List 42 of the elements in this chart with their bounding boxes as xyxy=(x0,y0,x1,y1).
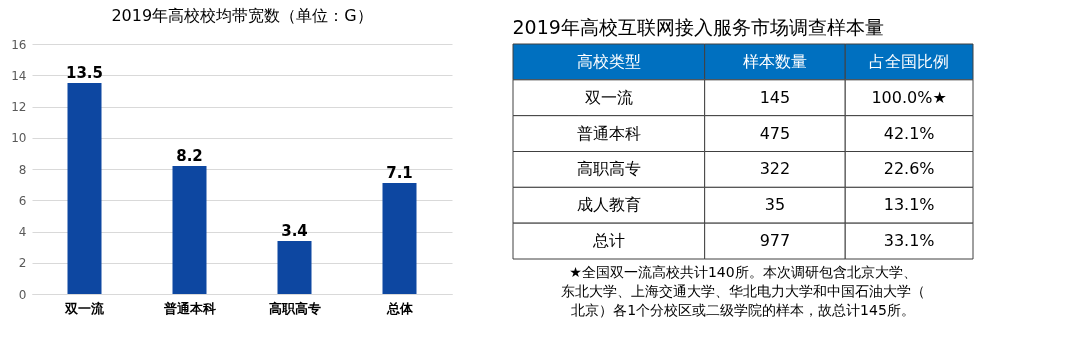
x-tick-label: 双一流 xyxy=(64,300,105,316)
data-label: 8.2 xyxy=(176,146,203,165)
text: ★全国双一流高校共计140所。本次调研包含北京大学、东北大学、上海交通大学、华北电力大学和中国石油大学（北京）各1个分校区或二级学院的样本，故总计145所。 xyxy=(561,264,925,318)
text: 2019年高校互联网接入服务市场调查样本量 xyxy=(512,15,884,38)
y-tick-label: 2 xyxy=(18,256,27,271)
y-tick-label: 4 xyxy=(18,225,27,239)
chart-title: 2019年高校校均带宽数（单位：G） xyxy=(111,6,373,25)
y-tick-label: 16 xyxy=(11,37,27,52)
data-label: 7.1 xyxy=(386,164,413,183)
y-tick-label: 8 xyxy=(18,162,27,177)
x-tick-label: 高职高专 xyxy=(268,300,321,316)
text: 总计 xyxy=(591,231,625,251)
x-tick-label: 普通本科 xyxy=(162,300,216,316)
data-label: 3.4 xyxy=(281,221,308,240)
bar xyxy=(67,83,102,294)
text: 成人教育 xyxy=(576,195,641,215)
text: 33.1% xyxy=(883,231,935,251)
text: 22.6% xyxy=(883,159,935,179)
y-tick-label: 0 xyxy=(18,287,27,302)
text: 样本数量 xyxy=(742,51,807,71)
text: 占全国比例 xyxy=(869,51,950,71)
text: 145 xyxy=(759,87,791,107)
y-tick-label: 10 xyxy=(11,131,27,146)
text: 475 xyxy=(759,123,791,143)
bar xyxy=(277,240,312,294)
text: 977 xyxy=(759,231,791,251)
text: 100.0%★ xyxy=(871,87,947,107)
bar xyxy=(172,165,207,294)
y-tick-label: 14 xyxy=(11,68,27,83)
text: 35 xyxy=(764,195,786,215)
text: 13.1% xyxy=(883,195,935,215)
data-label: 13.5 xyxy=(65,64,104,83)
y-tick-label: 12 xyxy=(11,100,27,114)
bar xyxy=(382,183,417,294)
y-tick-label: 6 xyxy=(18,193,27,208)
text: 双一流 xyxy=(584,87,633,107)
x-tick-label: 总体 xyxy=(385,300,414,316)
text: 普通本科 xyxy=(576,123,641,143)
text: 高职高专 xyxy=(576,159,641,179)
text: 42.1% xyxy=(883,123,935,143)
text: 322 xyxy=(759,159,791,179)
text: 高校类型 xyxy=(576,51,641,71)
